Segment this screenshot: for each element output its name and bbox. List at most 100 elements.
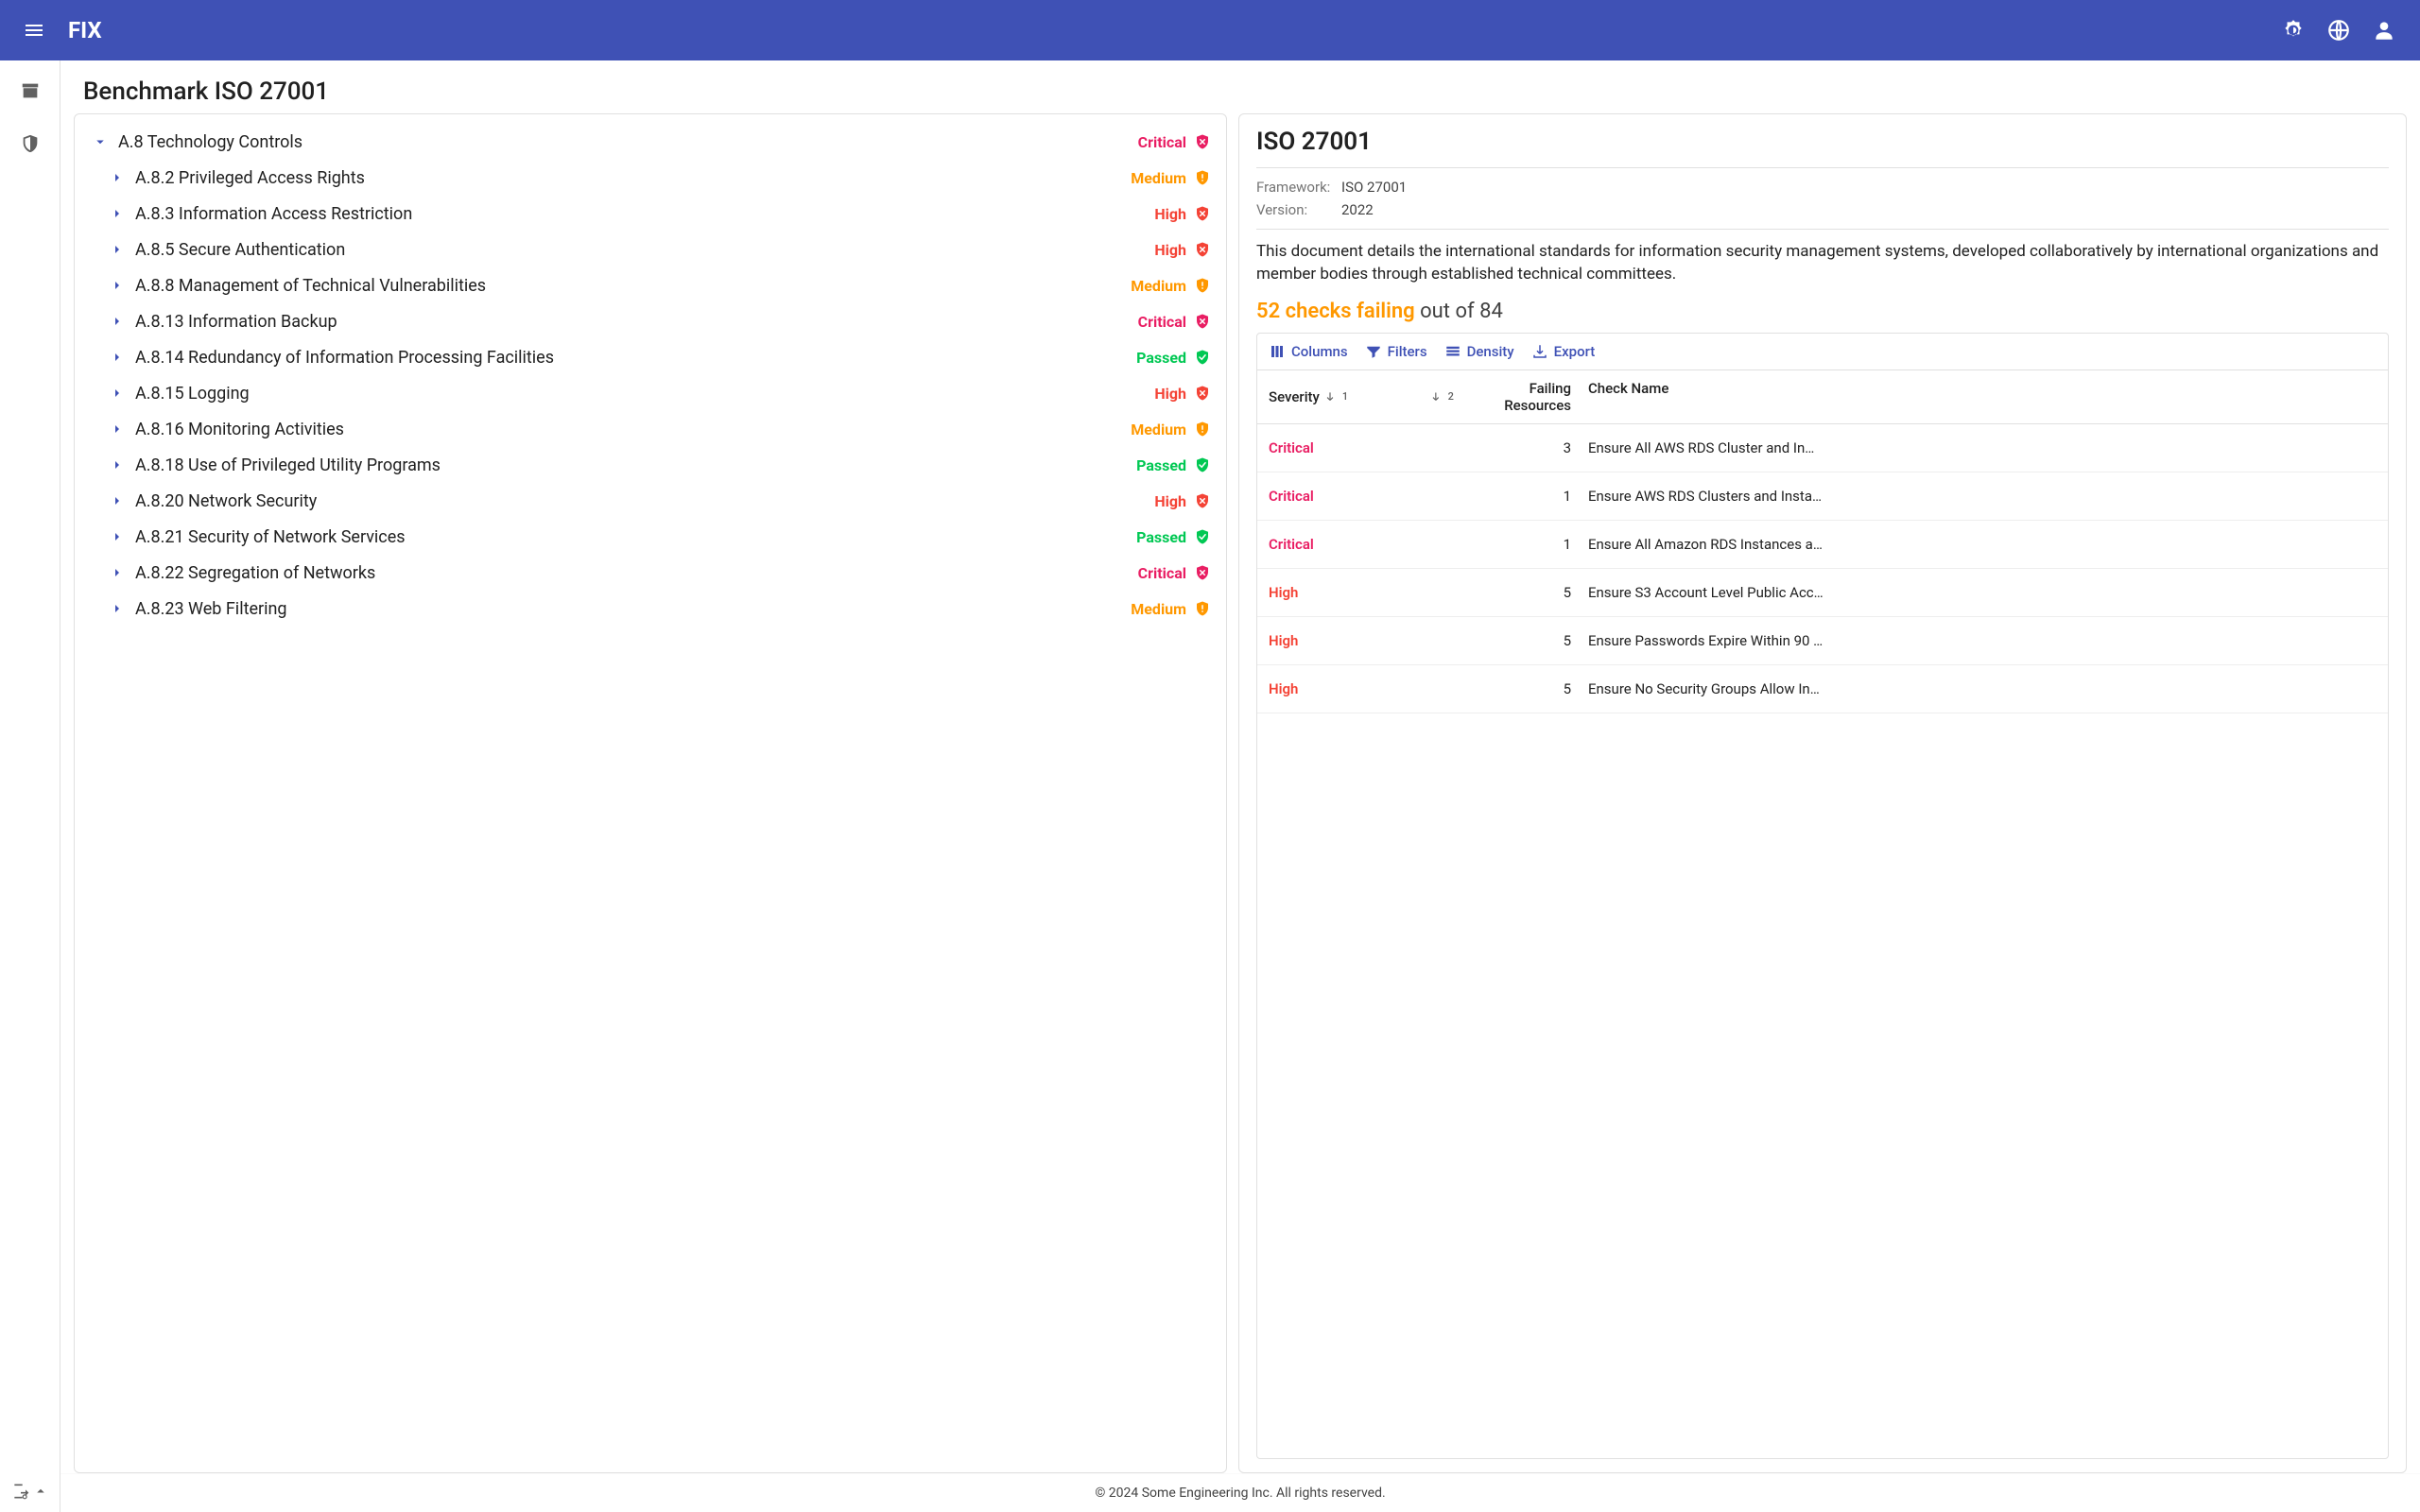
tree-item[interactable]: A.8.23 Web FilteringMedium — [84, 591, 1217, 627]
table-row[interactable]: Critical3Ensure All AWS RDS Cluster and … — [1257, 424, 2388, 472]
columns-label: Columns — [1291, 343, 1348, 360]
cell-check: Ensure S3 Account Level Public Acc… — [1571, 584, 2377, 601]
cell-severity: Critical — [1269, 536, 1429, 553]
brand-logo: FIX — [68, 17, 102, 43]
meta-framework-value: ISO 27001 — [1341, 179, 1407, 196]
tree-label: A.8.3 Information Access Restriction — [135, 204, 1154, 224]
tree-item[interactable]: A.8.5 Secure AuthenticationHigh — [84, 232, 1217, 267]
tree-label: A.8.22 Segregation of Networks — [135, 563, 1138, 583]
tree-item[interactable]: A.8.14 Redundancy of Information Process… — [84, 339, 1217, 375]
menu-button[interactable] — [15, 11, 53, 49]
status-badge: Passed — [1136, 456, 1186, 474]
cell-failing: 5 — [1429, 680, 1571, 697]
theme-toggle[interactable] — [2273, 9, 2314, 51]
status-badge: High — [1154, 492, 1186, 510]
footer-text: © 2024 Some Engineering Inc. All rights … — [1095, 1486, 1385, 1501]
status-badge: High — [1154, 385, 1186, 403]
cell-check: Ensure Passwords Expire Within 90 … — [1571, 632, 2377, 649]
meta-framework: Framework: ISO 27001 — [1256, 176, 2389, 198]
table-row[interactable]: Critical1Ensure AWS RDS Clusters and Ins… — [1257, 472, 2388, 521]
nav-inventory[interactable] — [11, 72, 49, 110]
columns-button[interactable]: Columns — [1269, 343, 1348, 360]
chevron-right-icon — [110, 565, 125, 580]
arrow-down-icon — [1323, 390, 1337, 404]
chevron-right-icon — [110, 314, 125, 329]
col-check-label: Check Name — [1588, 380, 1668, 397]
table-row[interactable]: High5Ensure No Security Groups Allow In… — [1257, 665, 2388, 713]
cell-failing: 1 — [1429, 488, 1571, 505]
chevron-right-icon — [110, 457, 125, 472]
tree-item[interactable]: A.8.13 Information BackupCritical — [84, 303, 1217, 339]
footer: © 2024 Some Engineering Inc. All rights … — [60, 1473, 2420, 1512]
shield-status-icon — [1194, 564, 1211, 581]
tree-item[interactable]: A.8.3 Information Access RestrictionHigh — [84, 196, 1217, 232]
tree-item[interactable]: A.8.22 Segregation of NetworksCritical — [84, 555, 1217, 591]
grid-toolbar: Columns Filters Density Export — [1257, 334, 2388, 370]
tree-label: A.8.23 Web Filtering — [135, 599, 1131, 619]
cell-failing: 3 — [1429, 439, 1571, 456]
arrow-down-icon — [1429, 390, 1443, 404]
tree-item[interactable]: A.8.8 Management of Technical Vulnerabil… — [84, 267, 1217, 303]
cell-failing: 5 — [1429, 584, 1571, 601]
meta-block: Framework: ISO 27001 Version: 2022 — [1256, 167, 2389, 230]
filter-icon — [1365, 343, 1382, 360]
tree-item[interactable]: A.8.15 LoggingHigh — [84, 375, 1217, 411]
col-severity[interactable]: Severity 1 — [1269, 380, 1429, 414]
chevron-right-icon — [110, 601, 125, 616]
globe-icon — [2326, 18, 2351, 43]
cell-check: Ensure AWS RDS Clusters and Insta… — [1571, 488, 2377, 505]
tree-label: A.8.20 Network Security — [135, 491, 1154, 511]
cell-severity: High — [1269, 584, 1429, 601]
table-row[interactable]: Critical1Ensure All Amazon RDS Instances… — [1257, 521, 2388, 569]
cell-failing: 5 — [1429, 632, 1571, 649]
tree-item[interactable]: A.8.16 Monitoring ActivitiesMedium — [84, 411, 1217, 447]
side-rail — [0, 60, 60, 1512]
nav-security[interactable] — [11, 125, 49, 163]
tree-item[interactable]: A.8.2 Privileged Access RightsMedium — [84, 160, 1217, 196]
tree-label: A.8.16 Monitoring Activities — [135, 420, 1131, 439]
controls-tree-panel: A.8 Technology ControlsCriticalA.8.2 Pri… — [74, 113, 1227, 1473]
chevron-right-icon — [110, 529, 125, 544]
sort-priority-2: 2 — [1448, 390, 1454, 403]
account-button[interactable] — [2363, 9, 2405, 51]
density-icon — [1444, 343, 1461, 360]
chevron-right-icon — [110, 350, 125, 365]
tree-label: A.8 Technology Controls — [118, 132, 1138, 152]
brightness-icon — [2281, 18, 2306, 43]
tree-label: A.8.8 Management of Technical Vulnerabil… — [135, 276, 1131, 296]
sort-priority-1: 1 — [1342, 390, 1348, 403]
shield-status-icon — [1194, 528, 1211, 545]
export-icon — [1531, 343, 1548, 360]
rail-bottom[interactable] — [0, 1482, 60, 1501]
filters-button[interactable]: Filters — [1365, 343, 1427, 360]
tree-item[interactable]: A.8.20 Network SecurityHigh — [84, 483, 1217, 519]
chevron-right-icon — [110, 493, 125, 508]
status-badge: High — [1154, 241, 1186, 259]
cell-check: Ensure All AWS RDS Cluster and In… — [1571, 439, 2377, 456]
tree-item[interactable]: A.8.18 Use of Privileged Utility Program… — [84, 447, 1217, 483]
export-label: Export — [1554, 343, 1596, 360]
status-badge: Critical — [1138, 133, 1186, 151]
shield-status-icon — [1194, 385, 1211, 402]
table-row[interactable]: High5Ensure S3 Account Level Public Acc… — [1257, 569, 2388, 617]
tree-item[interactable]: A.8.21 Security of Network ServicesPasse… — [84, 519, 1217, 555]
tree-label: A.8.2 Privileged Access Rights — [135, 168, 1131, 188]
tree-root[interactable]: A.8 Technology ControlsCritical — [84, 124, 1217, 160]
export-button[interactable]: Export — [1531, 343, 1596, 360]
col-failing[interactable]: 2 Failing Resources — [1429, 380, 1571, 414]
chevron-right-icon — [110, 206, 125, 221]
shield-status-icon — [1194, 169, 1211, 186]
tree-label: A.8.15 Logging — [135, 384, 1154, 404]
col-check[interactable]: Check Name — [1571, 380, 2377, 414]
language-button[interactable] — [2318, 9, 2360, 51]
chevron-up-icon — [32, 1483, 49, 1500]
table-row[interactable]: High5Ensure Passwords Expire Within 90 … — [1257, 617, 2388, 665]
cell-check: Ensure No Security Groups Allow In… — [1571, 680, 2377, 697]
shield-status-icon — [1194, 277, 1211, 294]
chevron-down-icon — [92, 133, 109, 150]
density-button[interactable]: Density — [1444, 343, 1514, 360]
panels: A.8 Technology ControlsCriticalA.8.2 Pri… — [60, 113, 2420, 1473]
cell-severity: High — [1269, 632, 1429, 649]
shield-status-icon — [1194, 492, 1211, 509]
grid-header: Severity 1 2 Failing Resources Check Nam… — [1257, 370, 2388, 424]
